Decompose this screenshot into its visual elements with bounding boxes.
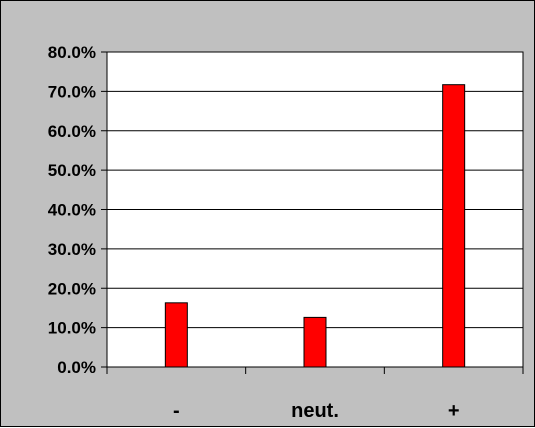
bar xyxy=(303,316,327,368)
y-tick-label: 40.0% xyxy=(48,201,96,220)
y-tick-label: 80.0% xyxy=(48,43,96,62)
y-tick-label: 0.0% xyxy=(57,358,96,377)
y-tick-label: 10.0% xyxy=(48,319,96,338)
y-tick-label: 50.0% xyxy=(48,161,96,180)
x-category-label: - xyxy=(173,400,180,422)
plot-border xyxy=(106,51,524,368)
bar xyxy=(164,302,188,368)
x-category-label: neut. xyxy=(291,400,339,422)
y-tick-label: 30.0% xyxy=(48,240,96,259)
y-tick-label: 60.0% xyxy=(48,122,96,141)
y-tick-label: 20.0% xyxy=(48,279,96,298)
y-tick-label: 70.0% xyxy=(48,82,96,101)
x-axis-labels: - neut. + xyxy=(173,400,460,422)
y-axis-ticks: 0.0% 10.0% 20.0% 30.0% 40.0% 50.0% 60.0% 70.0% 8… xyxy=(48,43,107,377)
x-category-label: + xyxy=(448,400,460,422)
bar xyxy=(442,84,466,368)
axes xyxy=(106,51,524,374)
